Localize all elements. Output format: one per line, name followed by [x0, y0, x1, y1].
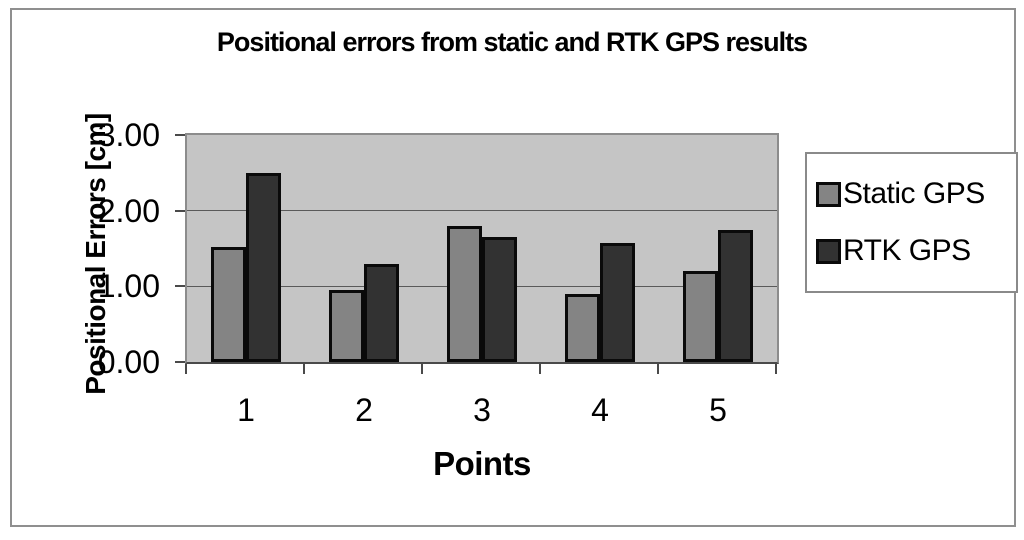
bar-rtk-gps-point-5 — [718, 230, 753, 362]
y-tick-mark-3 — [175, 134, 185, 136]
x-category-label-2: 2 — [355, 392, 373, 428]
legend-label-rtk-gps: RTK GPS — [843, 234, 971, 267]
bar-static-gps-point-4 — [565, 294, 600, 362]
y-tick-label-1.00: 1.00 — [97, 268, 160, 305]
x-category-label-5: 5 — [709, 392, 727, 428]
x-category-label-3: 3 — [473, 392, 491, 428]
y-tick-label-2.00: 2.00 — [97, 192, 160, 229]
y-tick-label-0.00: 0.00 — [97, 344, 160, 380]
chart-title: Positional errors from static and RTK GP… — [216, 27, 808, 57]
x-tick-mark-1 — [303, 364, 305, 374]
legend-label-static-gps: Static GPS — [843, 177, 985, 210]
bar-rtk-gps-point-2 — [364, 264, 399, 362]
legend: Static GPS RTK GPS — [805, 152, 1018, 293]
y-tick-label-3.00: 3.00 — [97, 117, 160, 153]
x-axis-title: Points — [433, 445, 531, 482]
x-tick-mark-0 — [185, 364, 187, 374]
bar-static-gps-point-3 — [447, 226, 482, 362]
y-tick-mark-0 — [175, 361, 185, 363]
x-tick-mark-5 — [775, 364, 777, 374]
bar-rtk-gps-point-1 — [246, 173, 281, 362]
bar-static-gps-point-5 — [683, 271, 718, 362]
x-tick-mark-4 — [657, 364, 659, 374]
legend-item-static-gps: Static GPS — [816, 177, 1016, 211]
plot-area — [185, 133, 779, 364]
bar-static-gps-point-1 — [211, 247, 246, 362]
legend-swatch-icon-rtk-gps — [816, 238, 841, 264]
x-category-label-4: 4 — [591, 392, 609, 428]
x-tick-mark-3 — [539, 364, 541, 374]
legend-item-rtk-gps: RTK GPS — [816, 234, 1016, 268]
legend-swatch-icon-static-gps — [816, 181, 841, 207]
y-tick-mark-2 — [175, 209, 185, 212]
gridline-2 — [187, 210, 777, 212]
x-tick-mark-2 — [421, 364, 423, 374]
y-tick-mark-1 — [175, 285, 185, 288]
bar-rtk-gps-point-4 — [600, 243, 635, 362]
bar-static-gps-point-2 — [329, 290, 364, 362]
x-category-label-1: 1 — [237, 392, 255, 428]
bar-rtk-gps-point-3 — [482, 237, 517, 362]
